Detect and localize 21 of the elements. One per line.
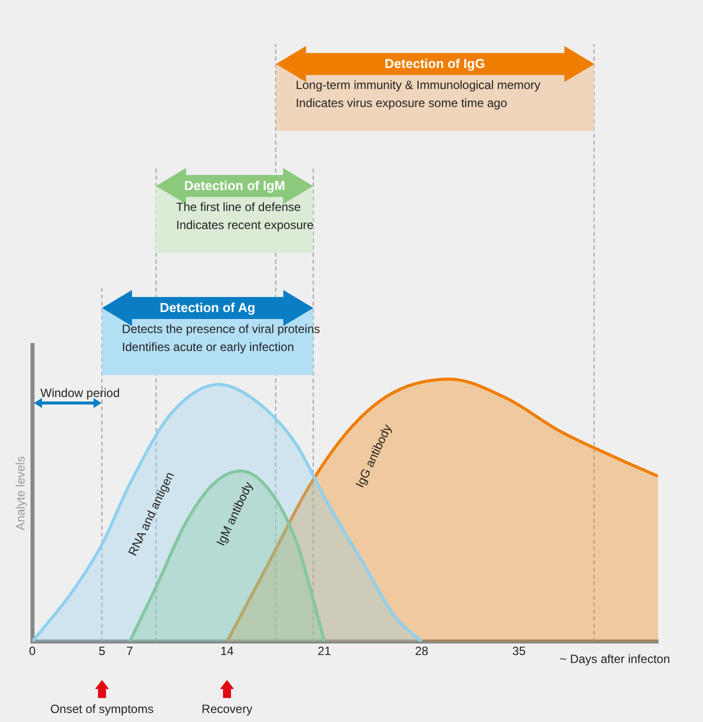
- text: Recovery: [200, 702, 254, 716]
- x-tick-label: 14: [220, 644, 234, 658]
- x-tick-label: 5: [98, 644, 106, 658]
- text: Indicates virus exposure some time ago: [296, 96, 508, 110]
- x-tick-label: 21: [318, 644, 332, 658]
- x-tick-label: 0: [29, 644, 36, 658]
- x-tick-label: 7: [126, 644, 134, 658]
- text: Onset of symptoms: [49, 702, 155, 716]
- text: Detection of IgG: [384, 56, 486, 71]
- text: Detection of IgM: [183, 178, 286, 193]
- text: Detects the presence of viral proteins: [122, 322, 320, 336]
- x-tick-label: 28: [414, 644, 429, 658]
- x-axis-title: ~ Days after infecton: [560, 652, 670, 666]
- text: Detection of Ag: [158, 300, 256, 315]
- y-axis-title: Analyte levels: [14, 456, 28, 530]
- annotation: Window period: [40, 386, 120, 400]
- text: The first line of defense: [176, 200, 301, 214]
- text: Indicates recent exposure: [176, 218, 314, 232]
- text: Identifies acute or early infection: [122, 340, 294, 354]
- text: Long-term immunity & Immunological memory: [296, 78, 540, 92]
- x-tick-label: 35: [512, 644, 526, 658]
